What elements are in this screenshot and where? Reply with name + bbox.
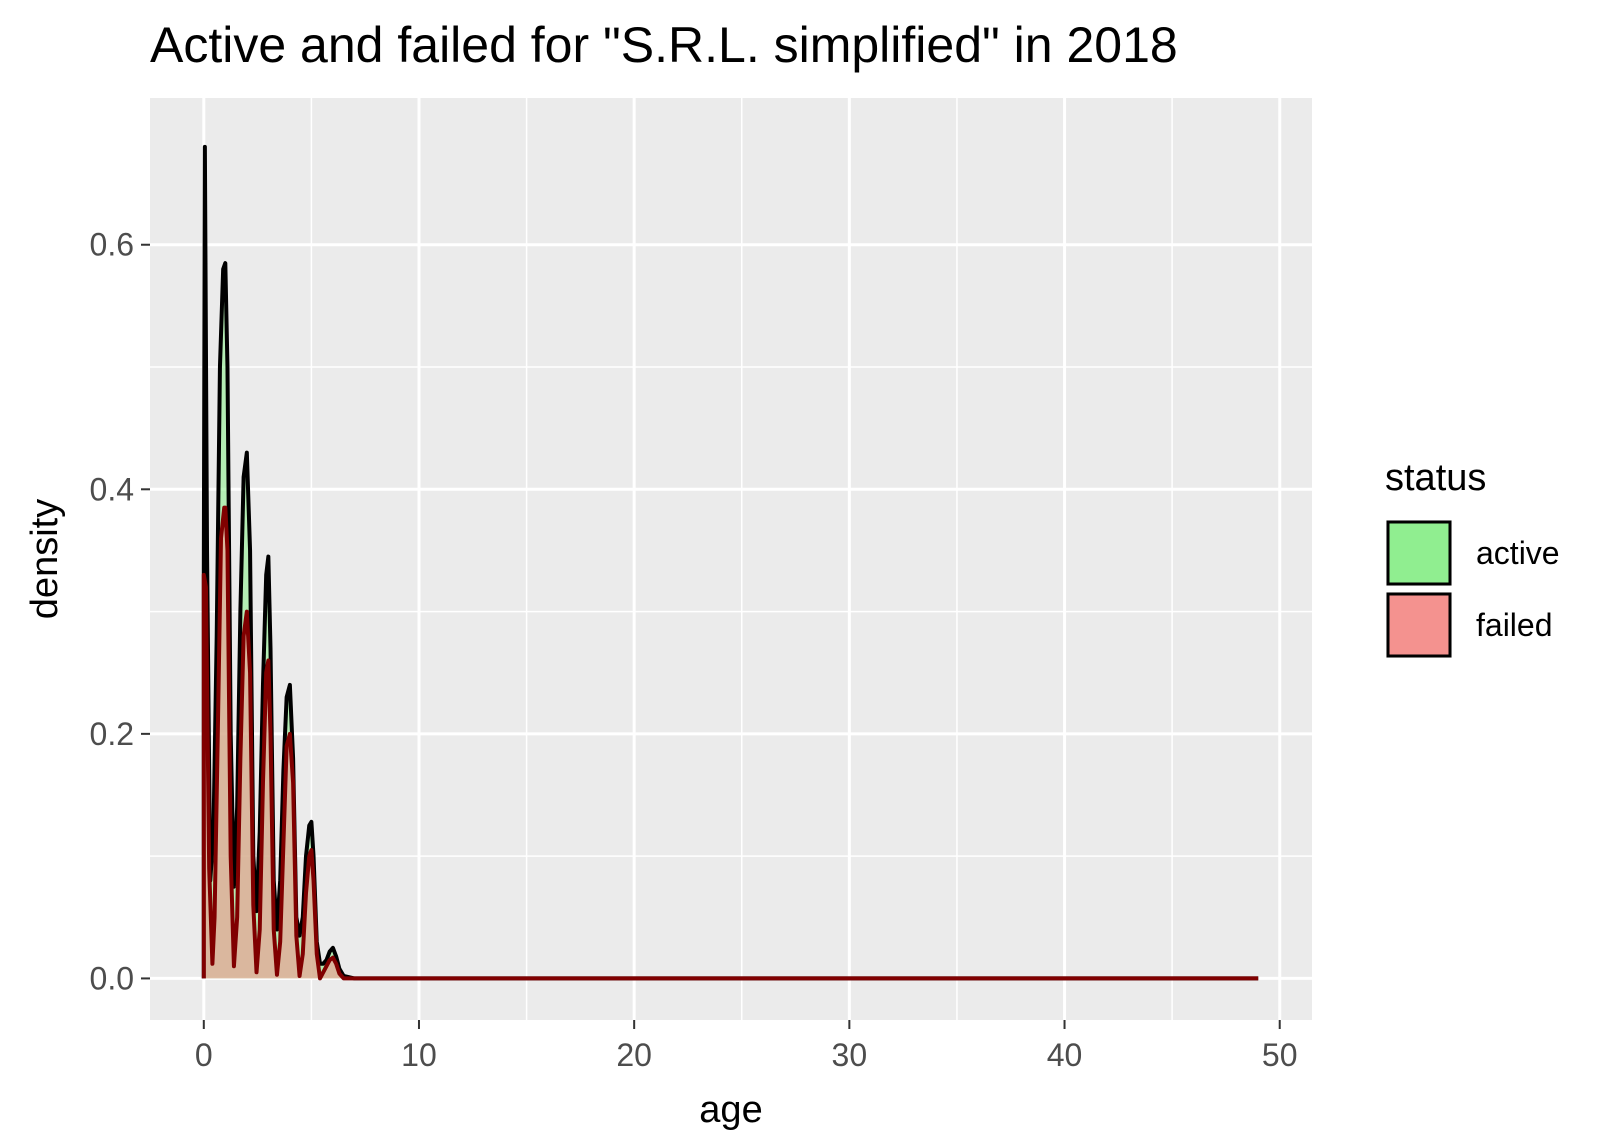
y-tick-label: 0.4 (90, 471, 134, 507)
legend-label-failed: failed (1476, 607, 1553, 643)
y-axis-title: density (24, 499, 66, 619)
density-area-failed (203, 507, 1259, 979)
legend-title: status (1385, 457, 1486, 499)
legend-entries: active failed (1386, 520, 1560, 658)
x-tick-label: 50 (1262, 1037, 1298, 1073)
x-axis-title: age (699, 1089, 762, 1131)
y-axis-ticks: 0.0 0.2 0.4 0.6 (90, 227, 150, 996)
density-line-failed (201, 505, 1259, 981)
chart-title: Active and failed for "S.R.L. simplified… (150, 17, 1178, 73)
y-tick-label: 0.2 (90, 716, 134, 752)
legend-swatch-active (1386, 520, 1452, 586)
x-tick-label: 40 (1047, 1037, 1083, 1073)
x-tick-label: 0 (195, 1037, 213, 1073)
legend: status active failed (1385, 457, 1560, 658)
density-line-active (201, 144, 1259, 981)
x-tick-label: 30 (832, 1037, 868, 1073)
density-series (201, 144, 1259, 981)
x-tick-label: 10 (401, 1037, 437, 1073)
x-tick-label: 20 (616, 1037, 652, 1073)
major-gridlines (150, 98, 1312, 1020)
y-tick-label: 0.0 (90, 960, 134, 996)
legend-swatch-failed (1386, 592, 1452, 658)
y-tick-label: 0.6 (90, 227, 134, 263)
x-axis-ticks: 0 10 20 30 40 50 (195, 1020, 1298, 1073)
plot-panel (150, 98, 1312, 1020)
minor-gridlines (150, 98, 1312, 1020)
legend-label-active: active (1476, 535, 1560, 571)
